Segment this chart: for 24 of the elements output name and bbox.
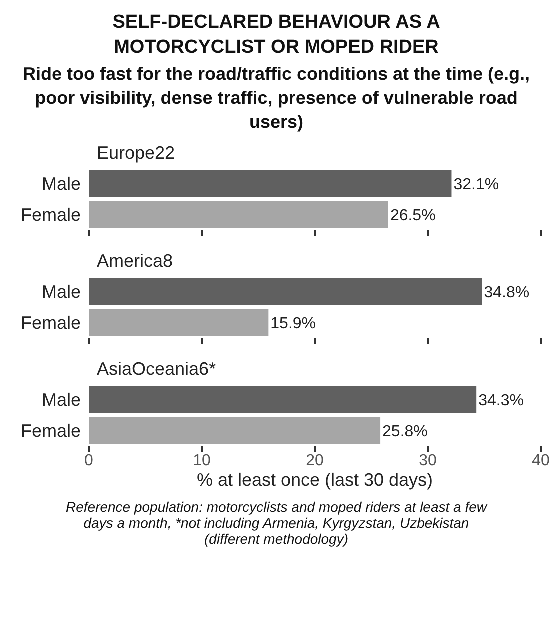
x-tick-label: 0 bbox=[84, 452, 94, 470]
text: Ride too fast for the road/traffic conditions at the time (e.g., poor visibility, dense traffic, presence of vulnerable road users) bbox=[22, 63, 532, 134]
x-tick-label: 40 bbox=[532, 452, 550, 470]
y-tick-label: Male bbox=[42, 282, 81, 302]
x-axis-title: % at least once (last 30 days) bbox=[196, 470, 434, 491]
x-tick-label: 30 bbox=[419, 452, 437, 470]
data-label: 34.8% bbox=[484, 284, 530, 302]
x-tick-label: 20 bbox=[306, 452, 324, 470]
chart-title: AsiaOceania6* bbox=[97, 358, 218, 380]
y-tick-label: Female bbox=[20, 420, 81, 441]
chart-title: Europe22 bbox=[97, 142, 176, 164]
y-tick-label: Female bbox=[20, 312, 81, 333]
data-label: 34.3% bbox=[478, 392, 524, 410]
data-label: 25.8% bbox=[382, 424, 428, 440]
data-label: 15.9% bbox=[270, 316, 316, 332]
x-tick-label: 10 bbox=[193, 452, 211, 470]
text: SELF-DECLARED BEHAVIOUR AS A MOTORCYCLIST OR MOPED RIDER bbox=[112, 11, 442, 60]
chart-title: America8 bbox=[97, 250, 174, 272]
y-tick-label: Female bbox=[20, 204, 81, 225]
data-label: 32.1% bbox=[454, 176, 500, 194]
y-tick-label: Male bbox=[42, 174, 81, 194]
y-tick-label: Male bbox=[42, 390, 81, 410]
data-label: 26.5% bbox=[390, 208, 436, 224]
text: Reference population: motorcyclists and moped riders at least a few days a month, *not including Armenia, Kyrgyzstan, Uzbekistan (different methodology) bbox=[65, 498, 489, 547]
